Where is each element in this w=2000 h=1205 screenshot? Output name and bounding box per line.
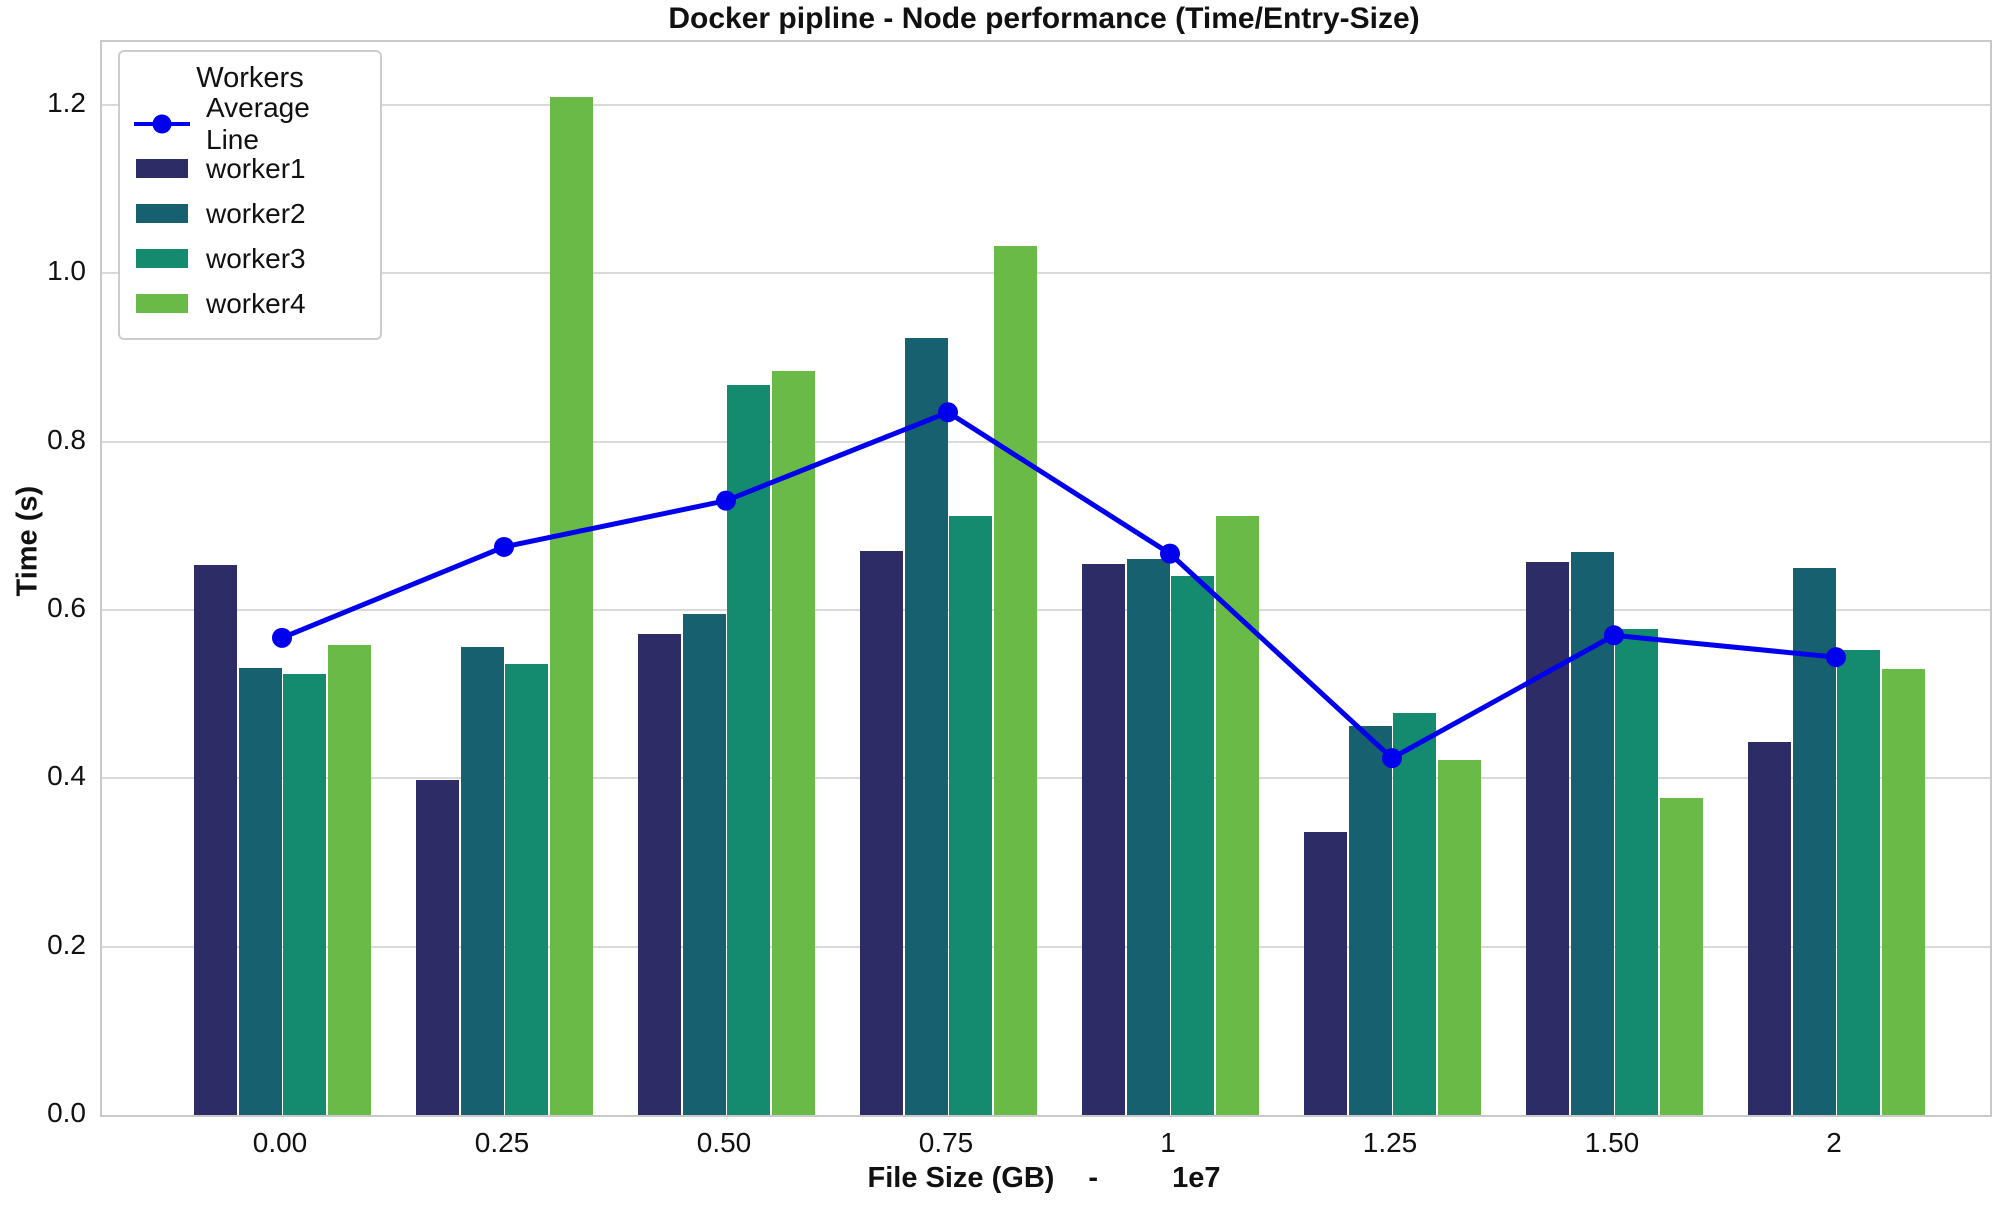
x-tick-label-1.50: 1.50 [1584, 1127, 1640, 1158]
x-tick-label-1.25: 1.25 [1362, 1127, 1418, 1158]
bar-worker4-2 [1881, 668, 1925, 1115]
legend-patch-worker1 [136, 159, 188, 178]
average-marker-sample [152, 114, 172, 133]
legend-line-swatch [134, 114, 190, 133]
legend-label-worker4: worker4 [206, 287, 306, 319]
y-tick-label-0.6: 0.6 [47, 592, 86, 624]
bar-worker1-0.50 [638, 633, 681, 1115]
average-marker-0.00 [272, 627, 292, 648]
bar-worker4-0.50 [771, 371, 815, 1115]
legend: Workers Average Line worker1 worker2 worker… [118, 50, 382, 340]
bar-worker2-0.25 [460, 647, 504, 1115]
bar-worker1-1.25 [1304, 832, 1347, 1115]
bar-worker3-0.75 [949, 515, 992, 1115]
legend-label-average-line: Average Line [206, 91, 310, 155]
x-axis-label: File Size (GB) [867, 1161, 1055, 1194]
legend-entry-worker4: worker4 [134, 281, 366, 326]
y-tick-label-0.0: 0.0 [47, 1097, 86, 1128]
x-axis-label-separator: - [1088, 1161, 1099, 1194]
average-line-svg [272, 402, 1846, 769]
bar-worker4-0.75 [993, 245, 1037, 1115]
bar-worker3-0.00 [283, 674, 326, 1115]
legend-color-swatch [134, 159, 190, 178]
grid-line-0.2 [102, 945, 1990, 948]
legend-entry-average-line: Average Line [134, 92, 366, 155]
legend-title: Workers [196, 62, 304, 94]
bar-worker2-0.50 [682, 614, 726, 1115]
x-tick-label-0.75: 0.75 [918, 1127, 974, 1158]
x-tick-label-2: 2 [1826, 1127, 1842, 1158]
x-tick-label-0.00: 0.00 [252, 1127, 308, 1158]
bar-worker1-0.25 [416, 780, 459, 1115]
grid-line-0.4 [102, 777, 1990, 780]
average-marker-1.25 [1382, 748, 1402, 769]
x-tick-label-0.25: 0.25 [474, 1127, 530, 1158]
bar-worker1-0.00 [194, 564, 237, 1115]
bar-worker4-0.00 [327, 644, 371, 1115]
average-line-sample [134, 114, 190, 133]
bar-worker4-1.50 [1659, 797, 1703, 1115]
bar-worker2-0.75 [904, 338, 948, 1115]
legend-color-swatch [134, 204, 190, 223]
grid-line-1.0 [102, 272, 1990, 275]
average-line [281, 409, 1837, 762]
y-tick-label-1.2: 1.2 [47, 87, 86, 119]
average-marker-0.25 [494, 536, 514, 557]
average-marker-2 [1826, 647, 1846, 668]
bar-worker3-0.25 [505, 663, 548, 1115]
legend-entry-worker2: worker2 [134, 191, 366, 236]
bar-worker4-0.25 [549, 96, 593, 1115]
legend-entry-worker1: worker1 [134, 146, 366, 191]
legend-entry-worker3: worker3 [134, 236, 366, 281]
x-tick-label-0.50: 0.50 [696, 1127, 752, 1158]
y-tick-label-1.0: 1.0 [47, 255, 86, 287]
grid-line-0.8 [102, 440, 1990, 443]
bar-worker1-1.50 [1526, 562, 1569, 1115]
average-marker-1.50 [1604, 625, 1624, 646]
bar-worker3-1.25 [1393, 712, 1436, 1115]
x-axis-label-row: File Size (GB) - 1e7 [100, 1158, 1988, 1198]
average-marker-0.50 [716, 490, 736, 511]
legend-label-worker3: worker3 [206, 242, 306, 274]
y-tick-label-0.4: 0.4 [47, 760, 86, 792]
legend-color-swatch [134, 294, 190, 313]
bar-worker4-1.25 [1437, 759, 1481, 1115]
bar-worker2-0.00 [238, 668, 282, 1115]
x-axis-offset-text: 1e7 [1172, 1161, 1221, 1194]
legend-label-worker1: worker1 [206, 152, 306, 184]
bar-worker1-1 [1082, 563, 1125, 1115]
plot-area [100, 40, 1992, 1117]
y-tick-label-0.2: 0.2 [47, 928, 86, 960]
bar-worker3-2 [1837, 650, 1880, 1115]
legend-label-worker2: worker2 [206, 197, 306, 229]
bar-worker1-2 [1748, 742, 1791, 1115]
bar-worker2-1 [1126, 558, 1170, 1115]
average-marker-1 [1160, 543, 1180, 564]
bar-worker2-1.25 [1348, 726, 1392, 1115]
y-tick-label-0.8: 0.8 [47, 423, 86, 455]
average-marker-0.75 [938, 402, 958, 423]
chart-title: Docker pipline - Node performance (Time/… [668, 2, 1420, 35]
legend-color-swatch [134, 249, 190, 268]
legend-patch-worker3 [136, 249, 188, 268]
grid-line-0.6 [102, 609, 1990, 612]
grid-line-1.2 [102, 104, 1990, 107]
bar-worker3-1.50 [1615, 628, 1658, 1115]
x-tick-label-1: 1 [1160, 1127, 1176, 1158]
bar-worker1-0.75 [860, 551, 903, 1115]
legend-patch-worker2 [136, 204, 188, 223]
bar-worker3-0.50 [727, 385, 770, 1115]
legend-entries: Average Line worker1 worker2 worker3 worker4 [134, 92, 366, 326]
bar-worker3-1 [1171, 575, 1214, 1115]
legend-patch-worker4 [136, 294, 188, 313]
